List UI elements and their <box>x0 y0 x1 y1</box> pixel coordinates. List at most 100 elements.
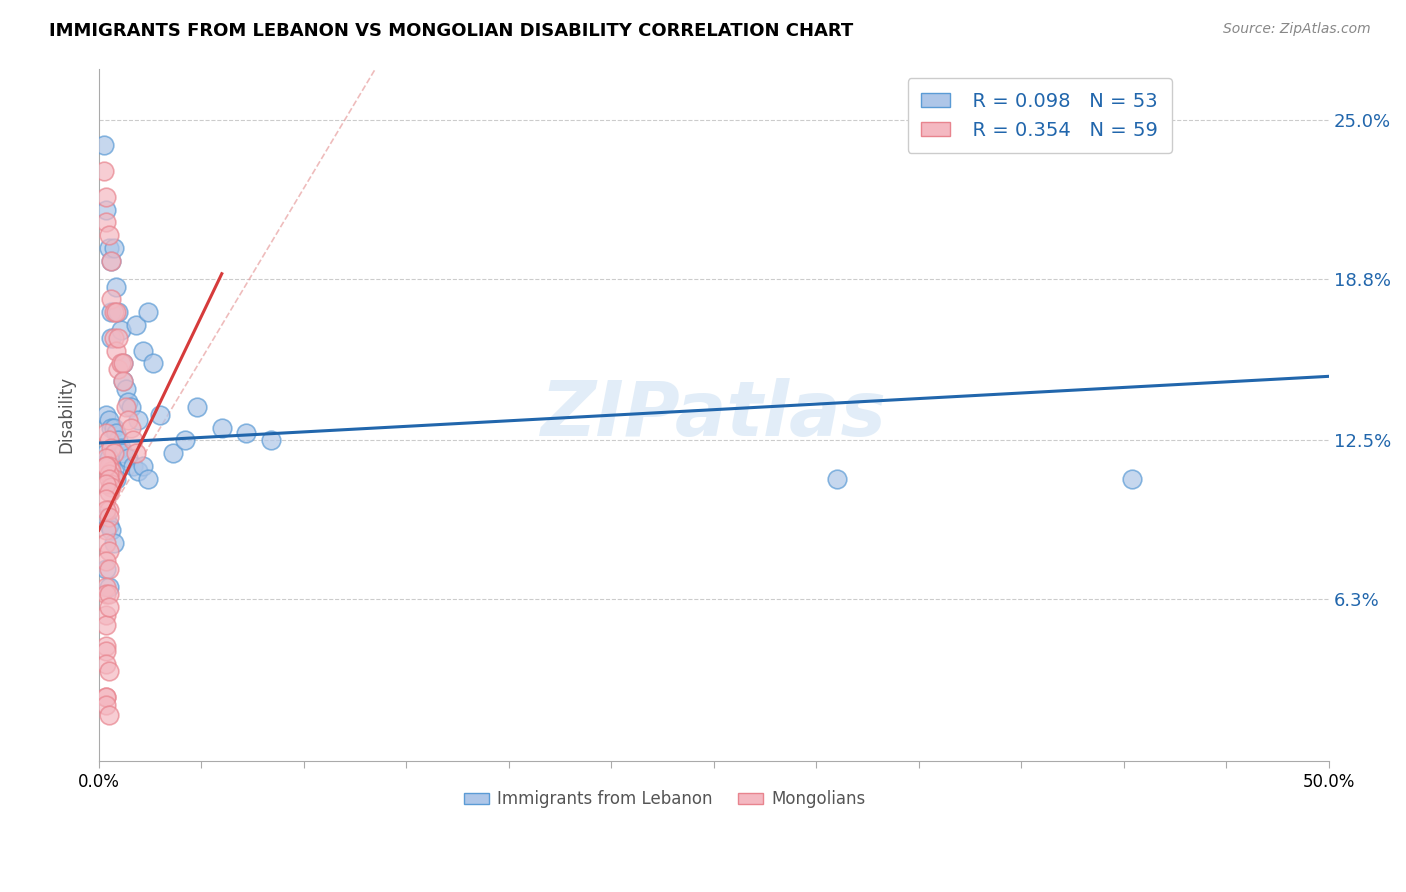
Point <box>1121 472 1143 486</box>
Point <box>97 228 120 243</box>
Point <box>174 434 197 448</box>
Point <box>100 305 122 319</box>
Point <box>105 279 128 293</box>
Point <box>97 665 120 679</box>
Point <box>96 554 118 568</box>
Point <box>100 480 122 494</box>
Point <box>97 562 120 576</box>
Point <box>117 395 139 409</box>
Point <box>96 639 118 653</box>
Point <box>96 510 118 524</box>
Point <box>96 202 118 217</box>
Point <box>149 408 172 422</box>
Point <box>112 357 135 371</box>
Y-axis label: Disability: Disability <box>58 376 75 453</box>
Point <box>127 464 149 478</box>
Point <box>112 375 135 389</box>
Point <box>96 215 118 229</box>
Point <box>105 343 128 358</box>
Point <box>97 518 120 533</box>
Point <box>96 618 118 632</box>
Point <box>110 323 132 337</box>
Point <box>142 357 165 371</box>
Point <box>103 536 125 550</box>
Point <box>96 408 118 422</box>
Point <box>117 413 139 427</box>
Point <box>105 305 128 319</box>
Legend: Immigrants from Lebanon, Mongolians: Immigrants from Lebanon, Mongolians <box>457 784 872 815</box>
Point <box>103 331 125 345</box>
Point <box>115 400 138 414</box>
Point <box>120 400 142 414</box>
Point <box>120 420 142 434</box>
Point <box>100 253 122 268</box>
Point <box>97 434 120 448</box>
Point <box>96 657 118 671</box>
Point <box>117 451 139 466</box>
Point <box>96 459 118 474</box>
Point <box>96 502 118 516</box>
Point <box>125 318 148 332</box>
Point <box>186 400 208 414</box>
Point <box>97 600 120 615</box>
Point <box>103 305 125 319</box>
Point <box>97 580 120 594</box>
Point <box>97 587 120 601</box>
Point <box>107 331 129 345</box>
Point <box>96 477 118 491</box>
Point <box>122 459 145 474</box>
Point <box>96 690 118 704</box>
Point <box>136 472 159 486</box>
Point <box>97 467 120 481</box>
Point <box>103 472 125 486</box>
Point <box>97 459 120 474</box>
Point <box>105 472 128 486</box>
Point <box>103 446 125 460</box>
Point <box>103 464 125 478</box>
Point <box>96 562 118 576</box>
Point <box>96 587 118 601</box>
Point <box>100 464 122 478</box>
Point <box>97 707 120 722</box>
Point <box>132 459 155 474</box>
Point <box>97 241 120 255</box>
Point <box>110 441 132 455</box>
Point <box>100 459 122 474</box>
Point <box>96 536 118 550</box>
Point <box>96 523 118 537</box>
Point <box>105 425 128 440</box>
Point <box>235 425 257 440</box>
Point <box>100 420 122 434</box>
Point <box>132 343 155 358</box>
Point <box>110 357 132 371</box>
Point <box>96 644 118 658</box>
Point <box>96 425 118 440</box>
Point <box>115 382 138 396</box>
Point <box>112 357 135 371</box>
Text: IMMIGRANTS FROM LEBANON VS MONGOLIAN DISABILITY CORRELATION CHART: IMMIGRANTS FROM LEBANON VS MONGOLIAN DIS… <box>49 22 853 40</box>
Point <box>125 446 148 460</box>
Point <box>127 413 149 427</box>
Point <box>96 446 118 460</box>
Point <box>97 510 120 524</box>
Point <box>107 305 129 319</box>
Point <box>96 459 118 474</box>
Point <box>97 543 120 558</box>
Point <box>96 451 118 466</box>
Text: ZIPatlas: ZIPatlas <box>541 378 887 452</box>
Point <box>96 698 118 712</box>
Point <box>93 138 115 153</box>
Point <box>107 434 129 448</box>
Point <box>96 690 118 704</box>
Point <box>97 413 120 427</box>
Point <box>96 580 118 594</box>
Point <box>97 451 120 466</box>
Point <box>107 361 129 376</box>
Point <box>96 492 118 507</box>
Point <box>825 472 848 486</box>
Point <box>162 446 184 460</box>
Point <box>96 607 118 622</box>
Point <box>100 293 122 307</box>
Point <box>211 420 233 434</box>
Point <box>100 441 122 455</box>
